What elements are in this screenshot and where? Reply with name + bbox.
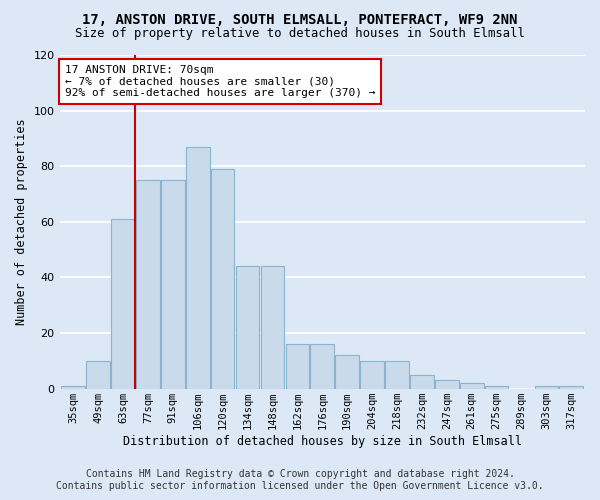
Y-axis label: Number of detached properties: Number of detached properties xyxy=(15,118,28,325)
Bar xyxy=(61,386,85,388)
Bar xyxy=(161,180,185,388)
Bar xyxy=(385,361,409,388)
X-axis label: Distribution of detached houses by size in South Elmsall: Distribution of detached houses by size … xyxy=(123,434,522,448)
Bar xyxy=(559,386,583,388)
Bar xyxy=(286,344,309,389)
Bar xyxy=(435,380,458,388)
Bar xyxy=(86,361,110,388)
Text: Size of property relative to detached houses in South Elmsall: Size of property relative to detached ho… xyxy=(75,28,525,40)
Bar xyxy=(260,266,284,388)
Bar xyxy=(186,147,209,388)
Bar xyxy=(535,386,558,388)
Bar xyxy=(236,266,259,388)
Bar xyxy=(310,344,334,389)
Bar xyxy=(410,375,434,388)
Bar xyxy=(136,180,160,388)
Text: 17, ANSTON DRIVE, SOUTH ELMSALL, PONTEFRACT, WF9 2NN: 17, ANSTON DRIVE, SOUTH ELMSALL, PONTEFR… xyxy=(82,12,518,26)
Bar xyxy=(360,361,384,388)
Bar xyxy=(335,356,359,388)
Bar xyxy=(460,383,484,388)
Bar xyxy=(211,169,235,388)
Bar xyxy=(485,386,508,388)
Bar xyxy=(111,219,135,388)
Text: Contains HM Land Registry data © Crown copyright and database right 2024.
Contai: Contains HM Land Registry data © Crown c… xyxy=(56,470,544,491)
Text: 17 ANSTON DRIVE: 70sqm
← 7% of detached houses are smaller (30)
92% of semi-deta: 17 ANSTON DRIVE: 70sqm ← 7% of detached … xyxy=(65,65,375,98)
